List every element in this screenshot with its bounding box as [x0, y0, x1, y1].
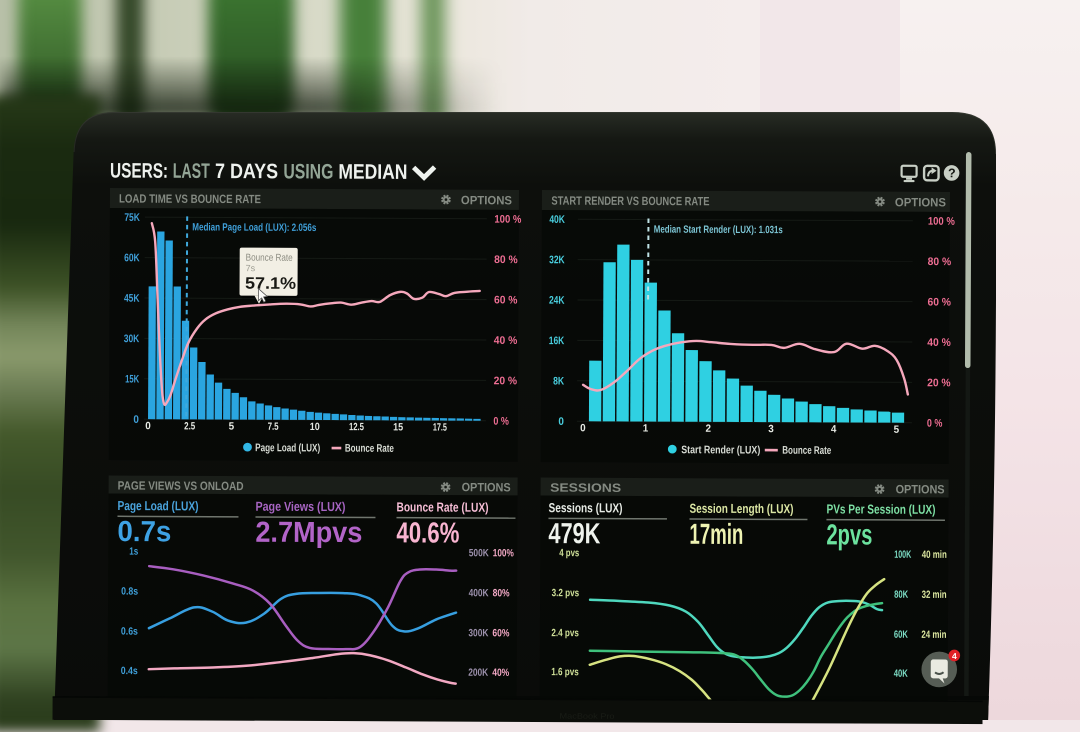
- svg-text:OPTIONS: OPTIONS: [896, 482, 945, 496]
- svg-text:60%: 60%: [492, 627, 510, 639]
- svg-text:12.5: 12.5: [349, 421, 364, 433]
- svg-text:30K: 30K: [124, 333, 140, 345]
- svg-text:START RENDER VS BOUNCE RATE: START RENDER VS BOUNCE RATE: [551, 194, 709, 209]
- svg-text:4: 4: [952, 651, 957, 661]
- svg-text:60 %: 60 %: [927, 296, 951, 308]
- svg-text:OPTIONS: OPTIONS: [895, 195, 946, 209]
- svg-text:40 %: 40 %: [494, 335, 518, 347]
- svg-text:80K: 80K: [894, 589, 908, 601]
- svg-text:15K: 15K: [125, 373, 139, 385]
- svg-text:2.5: 2.5: [184, 420, 195, 432]
- svg-text:45K: 45K: [124, 293, 140, 305]
- svg-text:2.4 pvs: 2.4 pvs: [551, 627, 579, 639]
- svg-text:16K: 16K: [549, 335, 565, 347]
- svg-text:2: 2: [706, 423, 712, 435]
- svg-text:Bounce Rate (LUX): Bounce Rate (LUX): [396, 499, 488, 514]
- svg-text:PAGE VIEWS VS ONLOAD: PAGE VIEWS VS ONLOAD: [118, 479, 244, 494]
- svg-text:100 %: 100 %: [494, 214, 521, 226]
- svg-text:0.4s: 0.4s: [121, 665, 138, 677]
- svg-text:OPTIONS: OPTIONS: [461, 193, 512, 207]
- svg-text:USERS:: USERS:: [110, 160, 168, 183]
- svg-text:60K: 60K: [124, 252, 140, 264]
- svg-text:Page Views (LUX): Page Views (LUX): [255, 499, 345, 514]
- svg-text:3.2 pvs: 3.2 pvs: [552, 587, 580, 599]
- svg-text:LAST: LAST: [173, 160, 210, 183]
- svg-text:PVs Per Session (LUX): PVs Per Session (LUX): [826, 501, 935, 517]
- svg-text:8K: 8K: [553, 375, 564, 387]
- svg-text:1s: 1s: [129, 546, 138, 558]
- svg-text:400K: 400K: [469, 587, 489, 599]
- svg-text:Sessions (LUX): Sessions (LUX): [548, 500, 622, 515]
- svg-text:40 %: 40 %: [927, 337, 951, 349]
- svg-text:0 %: 0 %: [493, 416, 509, 428]
- svg-text:40.6%: 40.6%: [396, 517, 459, 549]
- svg-text:20 %: 20 %: [927, 377, 951, 389]
- svg-text:0: 0: [580, 422, 586, 434]
- svg-text:80%: 80%: [493, 587, 511, 599]
- svg-text:Start Render (LUX): Start Render (LUX): [681, 444, 760, 456]
- svg-text:Median Start Render (LUX): 1.0: Median Start Render (LUX): 1.031s: [654, 224, 783, 237]
- svg-text:32 min: 32 min: [922, 589, 947, 601]
- svg-text:SESSIONS: SESSIONS: [550, 481, 621, 495]
- svg-text:0: 0: [145, 420, 151, 432]
- svg-text:0 %: 0 %: [927, 418, 943, 430]
- svg-text:40K: 40K: [549, 214, 565, 226]
- svg-text:?: ?: [948, 166, 956, 180]
- svg-text:479K: 479K: [548, 518, 600, 550]
- svg-text:7s: 7s: [246, 263, 256, 273]
- svg-text:Bounce Rate: Bounce Rate: [246, 253, 293, 264]
- svg-text:32K: 32K: [549, 254, 565, 266]
- svg-text:75K: 75K: [124, 212, 140, 224]
- svg-text:60 %: 60 %: [494, 294, 518, 306]
- svg-text:80 %: 80 %: [928, 256, 952, 268]
- svg-text:40K: 40K: [894, 668, 908, 680]
- svg-text:5: 5: [894, 424, 900, 436]
- svg-text:0.6s: 0.6s: [121, 626, 138, 638]
- svg-text:0.7s: 0.7s: [117, 516, 171, 548]
- svg-text:100%: 100%: [493, 547, 515, 559]
- svg-text:10: 10: [310, 421, 320, 433]
- svg-text:0: 0: [133, 414, 139, 426]
- svg-text:5: 5: [229, 421, 235, 433]
- svg-text:15: 15: [393, 421, 403, 433]
- svg-text:LOAD TIME VS BOUNCE RATE: LOAD TIME VS BOUNCE RATE: [119, 192, 261, 207]
- svg-text:17min: 17min: [689, 519, 743, 551]
- svg-text:40 min: 40 min: [922, 549, 947, 561]
- svg-text:60K: 60K: [894, 629, 908, 641]
- svg-text:0.8s: 0.8s: [121, 586, 138, 598]
- svg-text:24K: 24K: [549, 295, 565, 307]
- svg-text:80 %: 80 %: [494, 254, 518, 266]
- svg-text:40%: 40%: [492, 667, 510, 679]
- svg-text:1: 1: [643, 423, 649, 435]
- svg-text:500K: 500K: [469, 547, 489, 559]
- svg-text:0: 0: [558, 416, 564, 428]
- svg-text:24 min: 24 min: [921, 629, 946, 641]
- svg-text:OPTIONS: OPTIONS: [462, 480, 511, 494]
- svg-text:2.7Mpvs: 2.7Mpvs: [255, 517, 362, 550]
- svg-text:2pvs: 2pvs: [826, 519, 872, 551]
- svg-text:Bounce Rate: Bounce Rate: [345, 443, 394, 455]
- svg-text:Page Load (LUX): Page Load (LUX): [117, 498, 198, 513]
- svg-text:Session Length (LUX): Session Length (LUX): [689, 501, 793, 516]
- svg-text:300K: 300K: [468, 627, 488, 639]
- svg-text:USING: USING: [283, 160, 333, 183]
- svg-text:7 DAYS: 7 DAYS: [215, 160, 278, 183]
- svg-text:Page Load (LUX): Page Load (LUX): [255, 442, 320, 454]
- svg-text:4: 4: [831, 423, 837, 435]
- svg-text:20 %: 20 %: [494, 375, 518, 387]
- svg-text:MEDIAN: MEDIAN: [338, 161, 407, 184]
- svg-text:100K: 100K: [894, 549, 911, 561]
- svg-text:57.1%: 57.1%: [245, 275, 296, 293]
- svg-text:200K: 200K: [468, 667, 488, 679]
- svg-text:MacBook Pro: MacBook Pro: [560, 712, 616, 721]
- svg-text:17.5: 17.5: [433, 422, 447, 434]
- svg-text:3: 3: [768, 423, 774, 435]
- svg-text:Median Page Load (LUX): 2.056s: Median Page Load (LUX): 2.056s: [192, 221, 316, 234]
- svg-text:4 pvs: 4 pvs: [559, 547, 579, 559]
- svg-text:1.6 pvs: 1.6 pvs: [551, 666, 579, 678]
- svg-text:Bounce Rate: Bounce Rate: [782, 445, 831, 457]
- svg-text:7.5: 7.5: [268, 421, 279, 433]
- svg-text:100 %: 100 %: [928, 216, 955, 228]
